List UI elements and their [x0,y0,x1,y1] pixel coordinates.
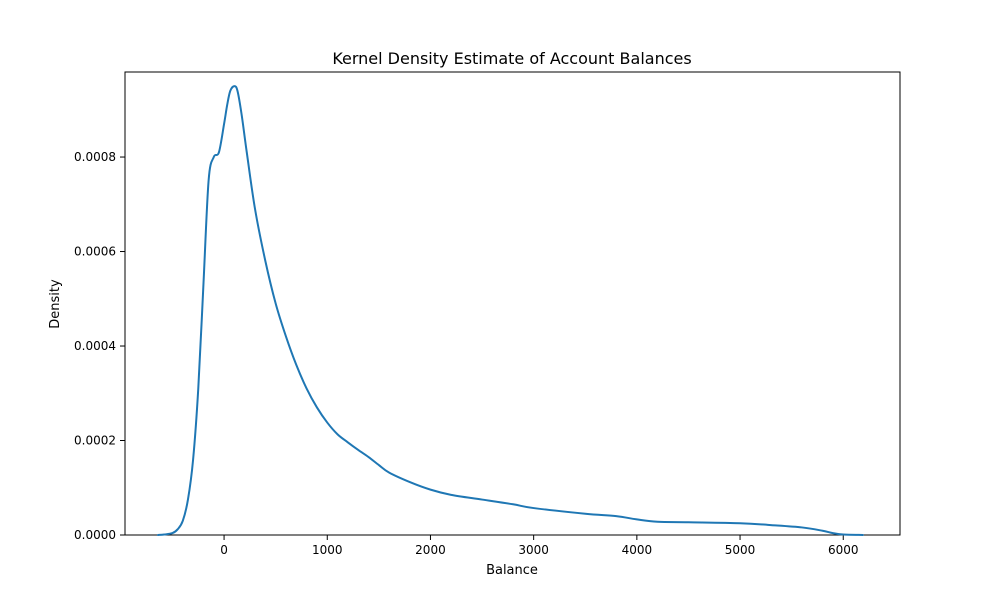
y-tick-label: 0.0002 [74,434,116,448]
kde-series-line [157,85,864,536]
x-tick-label: 3000 [518,543,549,557]
y-tick-label: 0.0000 [74,528,116,542]
y-tick-label: 0.0006 [74,245,116,259]
x-axis-label: Balance [486,563,538,578]
x-axis: 0 1000 2000 3000 4000 5000 6000 [220,535,859,557]
x-tick-label: 2000 [415,543,446,557]
plot-area-frame [124,71,901,536]
y-axis: 0.0000 0.0002 0.0004 0.0006 0.0008 [74,150,125,542]
y-tick-label: 0.0004 [74,339,116,353]
chart-title: Kernel Density Estimate of Account Balan… [332,49,691,68]
x-tick-label: 0 [220,543,228,557]
x-tick-label: 6000 [828,543,859,557]
y-axis-label: Density [48,279,63,329]
x-tick-label: 1000 [312,543,343,557]
x-tick-label: 4000 [622,543,653,557]
y-tick-label: 0.0008 [74,150,116,164]
x-tick-label: 5000 [725,543,756,557]
